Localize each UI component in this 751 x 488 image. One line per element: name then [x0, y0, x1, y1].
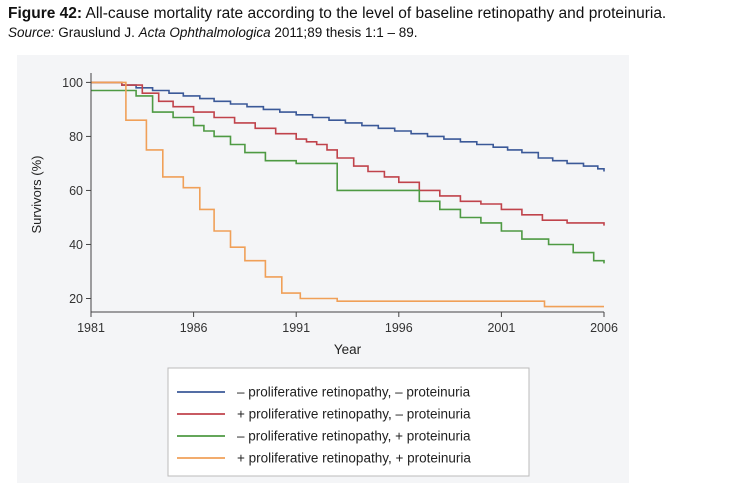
legend-label-4: + proliferative retinopathy, + proteinur…: [237, 451, 471, 466]
chart-legend: – proliferative retinopathy, – proteinur…: [167, 367, 530, 477]
y-tick-label: 100: [62, 76, 83, 90]
caption-source-line: Source: Grauslund J. Acta Ophthalmologic…: [8, 24, 748, 42]
source-author: Grauslund J.: [54, 25, 139, 40]
survival-chart: 20 40 60 80 100 1981 1986 1991 1996 2001 2006 Year…: [29, 73, 618, 477]
figure-label: Figure 42:: [8, 5, 83, 22]
legend-box: [167, 367, 530, 477]
x-tick-label: 1991: [282, 321, 310, 335]
legend-label-2: + proliferative retinopathy, – proteinur…: [237, 407, 471, 422]
legend-label-3: – proliferative retinopathy, + proteinur…: [237, 429, 471, 444]
source-journal: Acta Ophthalmologica: [138, 25, 271, 40]
source-label: Source:: [8, 25, 55, 40]
x-tick-label: 1981: [77, 321, 105, 335]
x-tick-label: 2001: [487, 321, 515, 335]
figure-title: All-cause mortality rate according to th…: [82, 5, 667, 22]
y-axis-title: Survivors (%): [29, 155, 44, 233]
series-line-3: [91, 89, 605, 264]
y-tick-label: 20: [69, 292, 83, 306]
y-tick-label: 40: [69, 238, 83, 252]
chart-panel: 20 40 60 80 100 1981 1986 1991 1996 2001 2006 Year…: [17, 55, 629, 483]
x-axis-title: Year: [334, 342, 362, 357]
y-tick-label: 60: [69, 184, 83, 198]
x-tick-label: 1986: [180, 321, 208, 335]
x-tick-label: 2006: [590, 321, 618, 335]
figure-caption: Figure 42: All-cause mortality rate acco…: [8, 4, 748, 42]
series-line-4: [91, 81, 604, 308]
legend-label-1: – proliferative retinopathy, – proteinur…: [237, 385, 471, 400]
caption-title-line: Figure 42: All-cause mortality rate acco…: [8, 4, 748, 24]
series-line-1: [91, 81, 605, 172]
series-line-2: [91, 81, 605, 226]
axes: 20 40 60 80 100 1981 1986 1991 1996 2001 2006: [62, 73, 618, 335]
x-tick-label: 1996: [385, 321, 413, 335]
y-tick-label: 80: [69, 130, 83, 144]
source-details: 2011;89 thesis 1:1 – 89.: [270, 25, 418, 40]
plot-lines: [91, 81, 605, 308]
